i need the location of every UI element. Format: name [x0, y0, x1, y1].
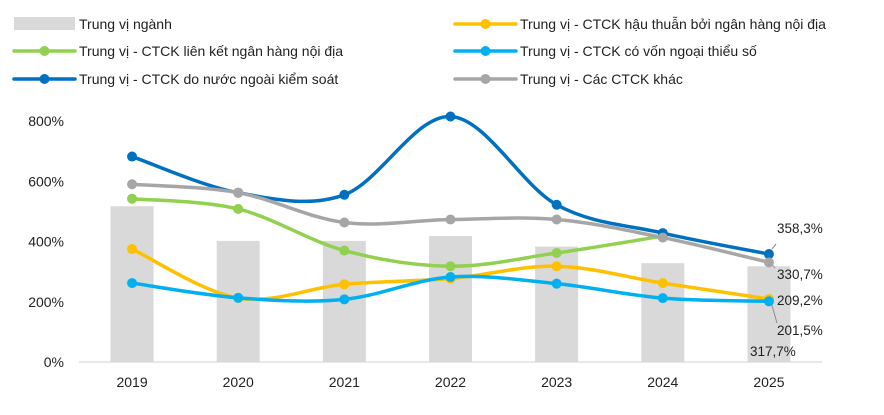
series-point [657, 293, 668, 304]
legend-swatch-marker [480, 19, 491, 29]
series-line [130, 114, 771, 256]
legend-swatch-marker [480, 74, 491, 84]
series-point [551, 199, 562, 210]
bar [747, 266, 791, 362]
series-point [127, 151, 138, 162]
data-label-leader [772, 265, 776, 269]
data-label-leader [771, 243, 777, 250]
series-point [339, 279, 350, 290]
series-point [127, 179, 138, 190]
series-point [233, 203, 244, 214]
x-tick-label: 2021 [329, 374, 360, 390]
legend-swatch-bar [14, 17, 75, 30]
legend-swatch-marker [39, 46, 50, 56]
data-label: 209,2% [777, 293, 823, 308]
x-tick-label: 2024 [647, 374, 678, 390]
y-tick-label: 600% [28, 173, 64, 189]
series-point [339, 189, 350, 200]
series-line [130, 196, 665, 268]
data-label: 358,3% [777, 221, 823, 236]
x-tick-label: 2020 [223, 374, 254, 390]
legend-label: Trung vị - CTCK do nước ngoài kiểm soát [79, 71, 338, 87]
y-tick-label: 400% [28, 234, 64, 250]
legend: Trung vị ngành Trung vị - CTCK hậu thuẫn … [12, 16, 826, 87]
series-point [445, 272, 456, 283]
series-point [233, 292, 244, 303]
legend-swatch-marker [480, 46, 491, 56]
legend-label: Trung vị - CTCK liên kết ngân hàng nội đ… [79, 43, 343, 59]
legend-label: Trung vị ngành [79, 16, 172, 32]
series-point [127, 278, 138, 289]
series-point [551, 278, 562, 289]
y-tick-label: 800% [28, 113, 64, 129]
data-label: 201,5% [777, 323, 823, 338]
data-label: 330,7% [777, 267, 823, 282]
y-tick-label: 0% [44, 354, 64, 370]
data-labels: 358,3% 330,7% 209,2% 201,5% 317,7% [750, 221, 823, 359]
legend-label: Trung vị - CTCK có vốn ngoại thiểu số [520, 43, 757, 59]
data-label-leader [771, 305, 778, 324]
series-point [763, 257, 774, 268]
data-label: 317,7% [750, 344, 796, 359]
series-point [127, 244, 138, 255]
x-tick-label: 2019 [116, 374, 147, 390]
legend-swatch-marker [39, 74, 50, 84]
bar [429, 236, 472, 362]
y-tick-label: 200% [28, 294, 64, 310]
series-point [551, 247, 562, 258]
x-tick-label: 2023 [541, 374, 572, 390]
series-point [233, 187, 244, 198]
series-point [445, 111, 456, 122]
legend-label: Trung vị - CTCK hậu thuẫn bởi ngân hàng … [520, 16, 826, 32]
series-point [445, 214, 456, 225]
bar-series [110, 206, 791, 362]
series-point [339, 294, 350, 305]
series-point [127, 193, 138, 204]
series-point [657, 278, 668, 289]
bar [641, 263, 685, 362]
legend-label: Trung vị - Các CTCK khác [520, 71, 683, 87]
series-point [763, 296, 774, 307]
series-point [339, 245, 350, 256]
series-point [339, 217, 350, 228]
series-point [763, 249, 774, 260]
x-tick-label: 2025 [753, 374, 784, 390]
x-tick-label: 2022 [435, 374, 466, 390]
series-point [551, 261, 562, 272]
line-series-group [127, 111, 774, 307]
series-point [445, 261, 456, 272]
series-point [551, 214, 562, 225]
series-point [657, 232, 668, 243]
